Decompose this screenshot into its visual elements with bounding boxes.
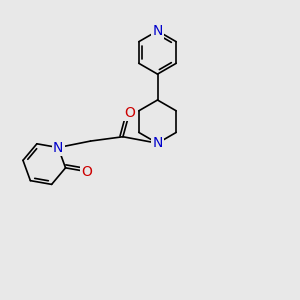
Text: O: O	[81, 165, 92, 178]
Text: N: N	[53, 140, 63, 154]
Text: N: N	[152, 136, 163, 150]
Text: N: N	[152, 24, 163, 38]
Text: O: O	[124, 106, 135, 120]
